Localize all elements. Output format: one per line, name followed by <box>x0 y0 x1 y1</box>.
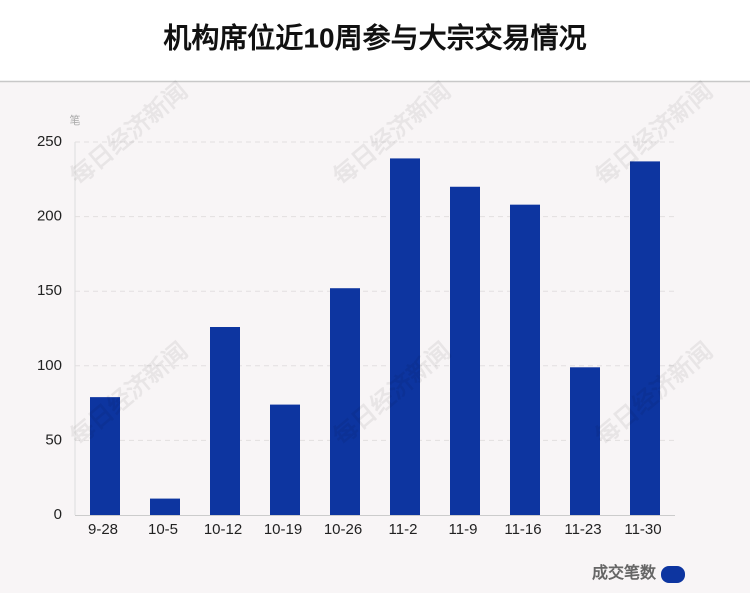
bar <box>90 397 120 515</box>
x-tick-label: 11-2 <box>389 521 418 538</box>
bar <box>210 327 240 515</box>
x-tick-label: 11-23 <box>564 521 601 538</box>
x-tick-label: 11-30 <box>624 521 661 538</box>
bar <box>510 204 540 515</box>
y-tick-label: 200 <box>37 208 62 225</box>
chart-title: 机构席位近10周参与大宗交易情况 <box>163 21 586 53</box>
title-band <box>0 0 750 81</box>
x-tick-label: 11-9 <box>449 521 478 538</box>
x-tick-label: 10-26 <box>324 521 362 538</box>
bar <box>150 498 180 515</box>
y-tick-label: 0 <box>54 506 62 523</box>
bar <box>330 288 360 515</box>
bar <box>390 158 420 516</box>
y-tick-label: 100 <box>37 357 62 374</box>
x-tick-label: 10-19 <box>264 521 302 538</box>
legend-label: 成交笔数 <box>592 563 657 582</box>
x-tick-label: 11-16 <box>504 521 541 538</box>
x-tick-label: 10-5 <box>148 521 178 538</box>
y-tick-label: 150 <box>37 282 62 299</box>
y-tick-label: 50 <box>45 431 62 448</box>
x-tick-label: 9-28 <box>88 521 118 538</box>
legend-swatch <box>661 566 685 583</box>
bar <box>270 404 300 515</box>
x-tick-label: 10-12 <box>204 521 242 538</box>
bar <box>570 367 600 515</box>
bar <box>630 161 660 515</box>
y-tick-label: 250 <box>37 133 62 150</box>
bar <box>450 186 480 515</box>
y-axis-unit: 笔 <box>70 113 81 127</box>
